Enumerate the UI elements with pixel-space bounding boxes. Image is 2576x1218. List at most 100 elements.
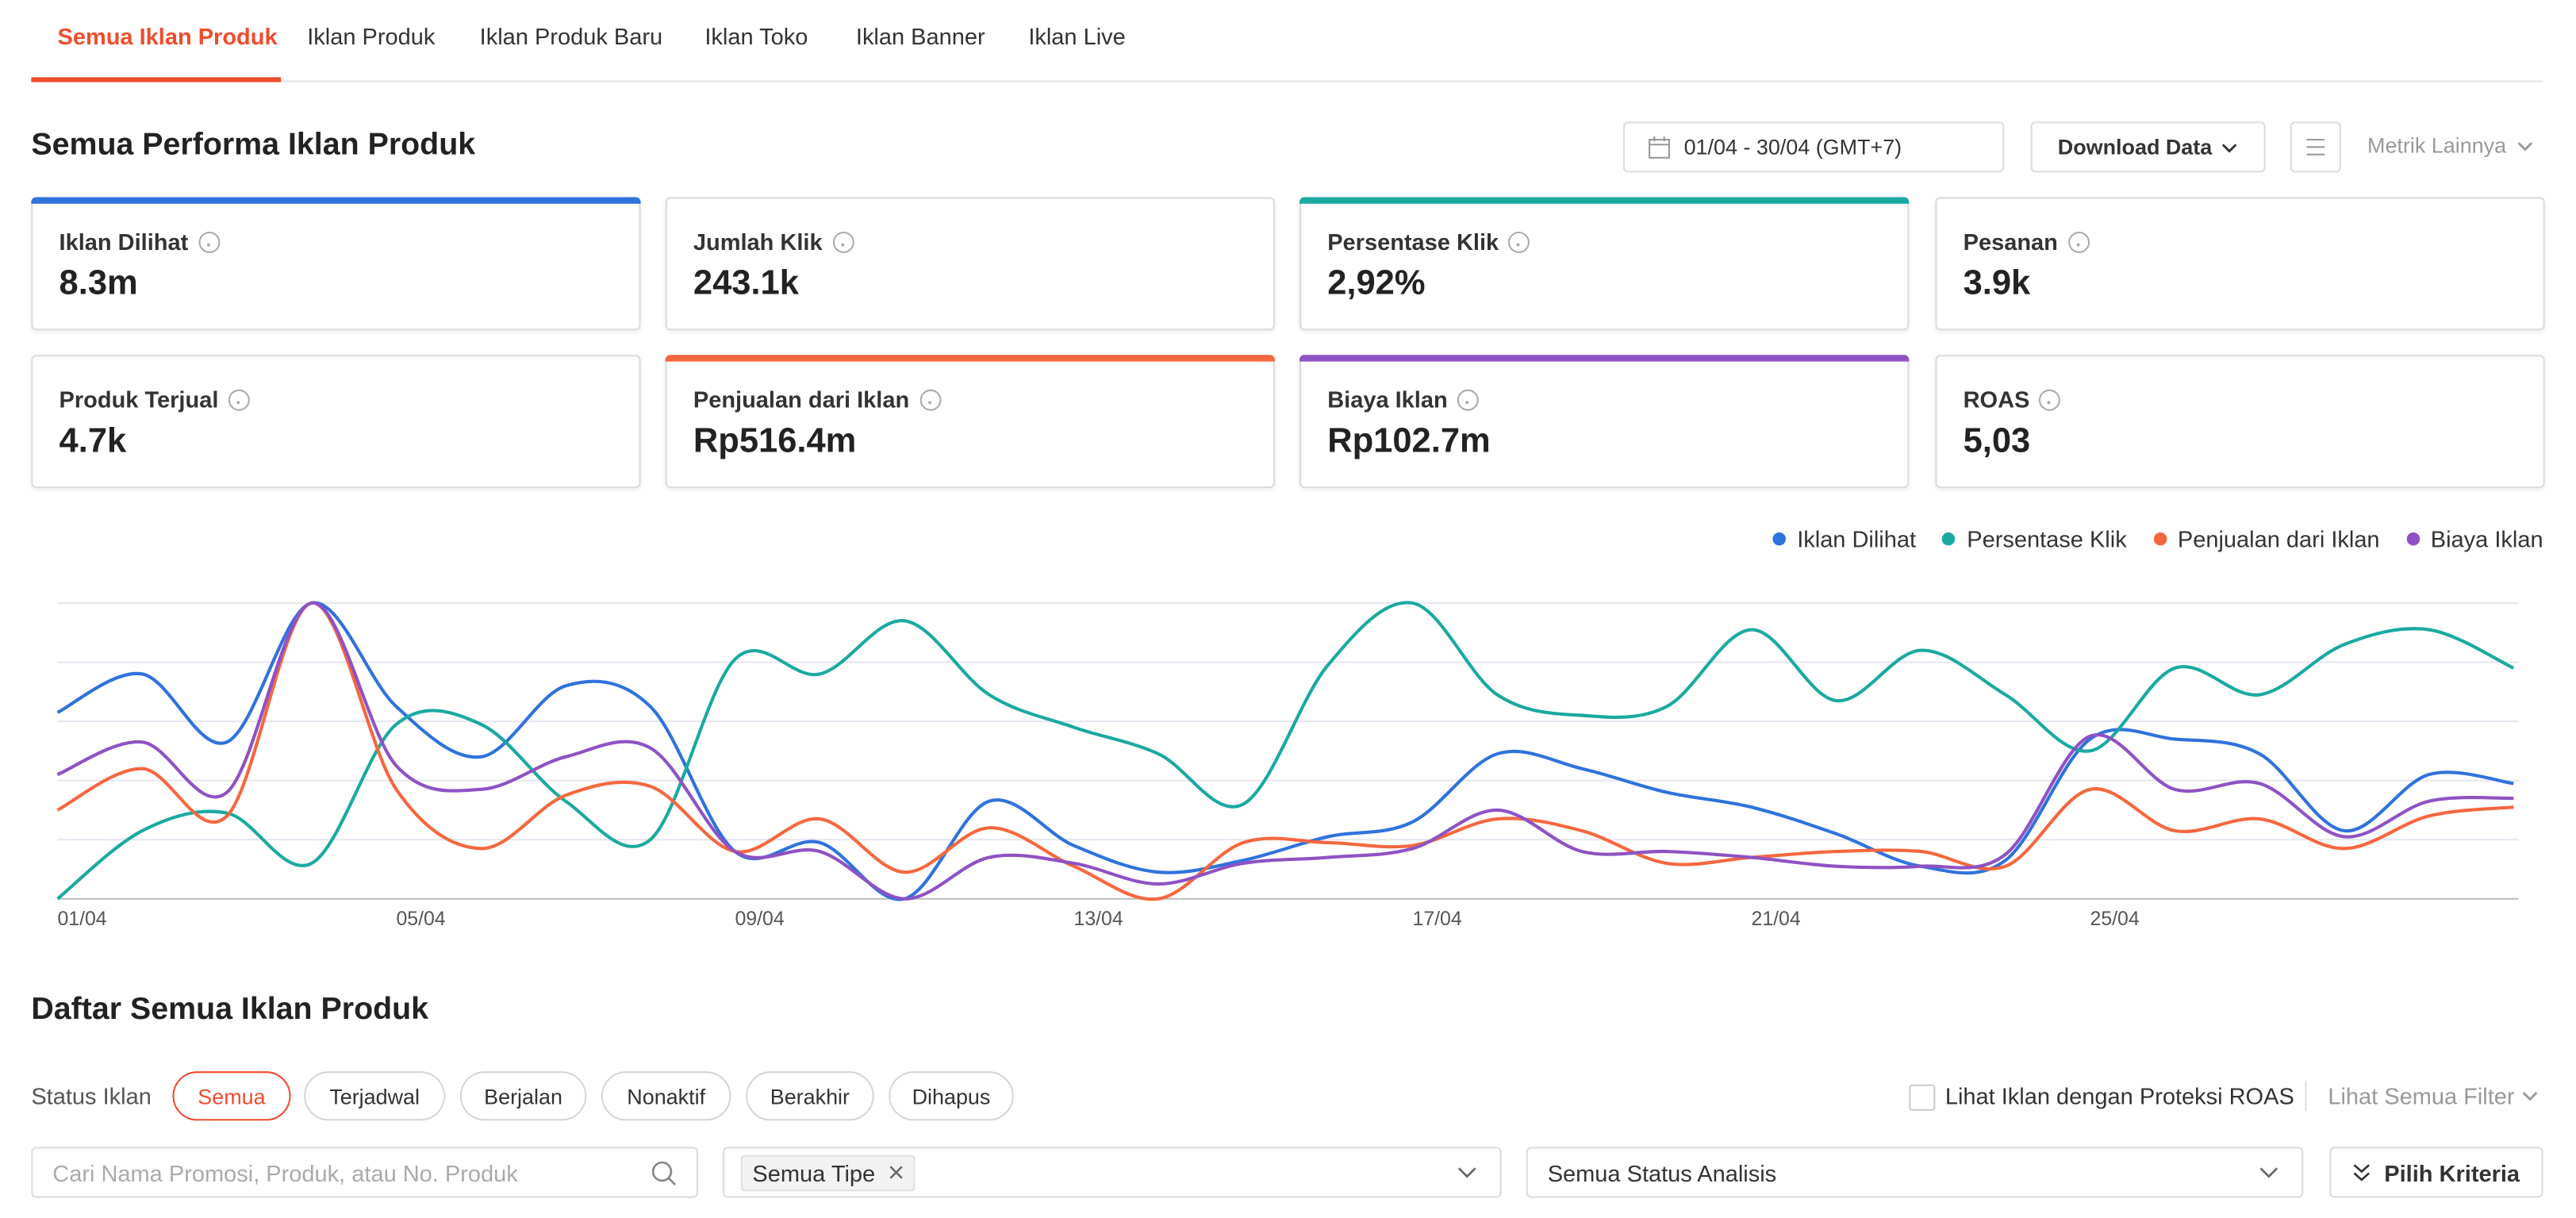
- x-tick-label: 01/04: [57, 909, 106, 930]
- metric-card: Produk Terjual 4.7k: [31, 355, 641, 489]
- series-line: [56, 601, 2514, 901]
- metric-label-row: Iklan Dilihat: [60, 229, 220, 255]
- chevron-icon: [2521, 1092, 2537, 1101]
- menu-icon: [2306, 138, 2325, 156]
- status-pill[interactable]: Dihapus: [889, 1071, 1014, 1121]
- help-icon: [1508, 230, 1530, 252]
- download-button[interactable]: Download Data: [2030, 121, 2266, 173]
- tab[interactable]: Iklan Toko: [704, 22, 808, 50]
- legend-item[interactable]: Penjualan dari Iklan: [2152, 525, 2380, 552]
- status-pill[interactable]: Semua: [172, 1071, 291, 1121]
- chevron-icon: [2259, 1167, 2278, 1178]
- tab[interactable]: Iklan Produk: [307, 22, 436, 50]
- type-tag: Semua Tipe: [740, 1154, 915, 1191]
- help-dot: [2048, 400, 2052, 404]
- help-icon: [832, 230, 854, 252]
- more-metrics-label: Metrik Lainnya: [2367, 133, 2507, 158]
- status-label: Status Iklan: [31, 1082, 152, 1109]
- metric-label-row: Biaya Iklan: [1327, 386, 1480, 413]
- criteria-label: Pilih Kriteria: [2384, 1158, 2520, 1186]
- date-picker[interactable]: 01/04 - 30/04 (GMT+7): [1622, 121, 2005, 173]
- chevron-icon: [2222, 143, 2238, 152]
- legend-label: Persentase Klik: [1967, 525, 2127, 552]
- status-pill[interactable]: Terjadwal: [304, 1071, 446, 1121]
- criteria-button[interactable]: Pilih Kriteria: [2329, 1147, 2543, 1198]
- type-select[interactable]: Semua Tipe: [723, 1147, 1502, 1198]
- metric-label: Biaya Iklan: [1327, 386, 1448, 413]
- list-title: Daftar Semua Iklan Produk: [31, 992, 429, 1028]
- search-placeholder: Cari Nama Promosi, Produk, atau No. Prod…: [52, 1158, 518, 1186]
- card-accent: [31, 197, 641, 204]
- section-title: Semua Performa Iklan Produk: [31, 128, 476, 163]
- card-accent: [665, 355, 1275, 362]
- metric-label: Produk Terjual: [59, 386, 219, 413]
- status-pill[interactable]: Berjalan: [459, 1071, 587, 1121]
- tab[interactable]: Iklan Banner: [855, 22, 985, 50]
- card-accent: [1300, 355, 1910, 362]
- analysis-status: Semua Status Analisis: [1547, 1158, 1777, 1186]
- chevron-icon: [1457, 1167, 1476, 1178]
- chevron-icon: [2516, 141, 2532, 151]
- help-dot: [927, 400, 931, 404]
- legend-item[interactable]: Persentase Klik: [1942, 526, 2127, 552]
- legend-item[interactable]: Biaya Iklan: [2405, 526, 2543, 552]
- metric-card: ROAS 5,03: [1935, 355, 2545, 489]
- divider: [2305, 1081, 2307, 1111]
- metric-card: Pesanan 3.9k: [1935, 197, 2545, 331]
- tab-divider: [31, 80, 2543, 83]
- metric-label-row: Jumlah Klik: [693, 229, 854, 255]
- active-tab-indicator: [31, 77, 282, 83]
- more-metrics[interactable]: Metrik Lainnya: [2367, 133, 2532, 158]
- close-icon[interactable]: [889, 1165, 904, 1180]
- x-tick-label: 21/04: [1752, 909, 1801, 930]
- status-pill[interactable]: Nonaktif: [601, 1071, 731, 1121]
- metric-label: Penjualan dari Iklan: [693, 386, 910, 413]
- x-tick-label: 13/04: [1074, 909, 1123, 930]
- help-dot: [840, 242, 844, 246]
- help-dot: [1465, 400, 1469, 404]
- help-dot: [236, 400, 240, 404]
- download-label: Download Data: [2057, 134, 2213, 159]
- metric-card: Iklan Dilihat 8.3m: [31, 197, 641, 331]
- calendar-icon: [1649, 135, 1670, 158]
- metric-label: Persentase Klik: [1327, 228, 1499, 255]
- metric-value: 4.7k: [59, 422, 127, 460]
- legend-label: Penjualan dari Iklan: [2177, 525, 2380, 552]
- metric-label: ROAS: [1963, 386, 2030, 413]
- tab[interactable]: Semua Iklan Produk: [57, 22, 278, 50]
- metric-value: 5,03: [1963, 422, 2031, 460]
- tab[interactable]: Iklan Live: [1028, 22, 1126, 50]
- legend-item[interactable]: Iklan Dilihat: [1772, 526, 1916, 552]
- help-icon: [2039, 388, 2061, 410]
- status-pill[interactable]: Berakhir: [746, 1071, 874, 1121]
- legend-dot: [2152, 532, 2167, 546]
- search-input[interactable]: Cari Nama Promosi, Produk, atau No. Prod…: [31, 1147, 699, 1198]
- metric-value: 3.9k: [1963, 264, 2031, 303]
- type-tag-label: Semua Tipe: [752, 1158, 876, 1186]
- see-all-filters-label: Lihat Semua Filter: [2328, 1082, 2515, 1109]
- legend-dot: [2405, 532, 2420, 546]
- series-line: [56, 601, 2514, 901]
- help-dot: [2075, 242, 2079, 246]
- metric-card: Persentase Klik 2,92%: [1300, 197, 1910, 331]
- metric-card: Biaya Iklan Rp102.7m: [1300, 355, 1910, 489]
- tab[interactable]: Iklan Produk Baru: [479, 22, 663, 50]
- help-icon: [228, 388, 250, 410]
- double-chevron-icon: [2354, 1164, 2371, 1181]
- analysis-select[interactable]: Semua Status Analisis: [1526, 1147, 2304, 1198]
- date-range: 01/04 - 30/04 (GMT+7): [1683, 134, 1902, 159]
- legend-dot: [1772, 532, 1786, 546]
- roas-checkbox[interactable]: [1909, 1084, 1936, 1111]
- metric-card: Penjualan dari Iklan Rp516.4m: [665, 355, 1275, 489]
- x-tick-label: 17/04: [1413, 909, 1462, 930]
- see-all-filters[interactable]: Lihat Semua Filter: [2328, 1083, 2537, 1109]
- help-icon: [198, 230, 220, 252]
- help-dot: [1516, 242, 1521, 246]
- help-icon: [2067, 230, 2090, 252]
- metric-label-row: Penjualan dari Iklan: [693, 386, 941, 413]
- menu-button[interactable]: [2290, 121, 2341, 173]
- help-icon: [919, 388, 941, 410]
- series-line: [56, 601, 2515, 901]
